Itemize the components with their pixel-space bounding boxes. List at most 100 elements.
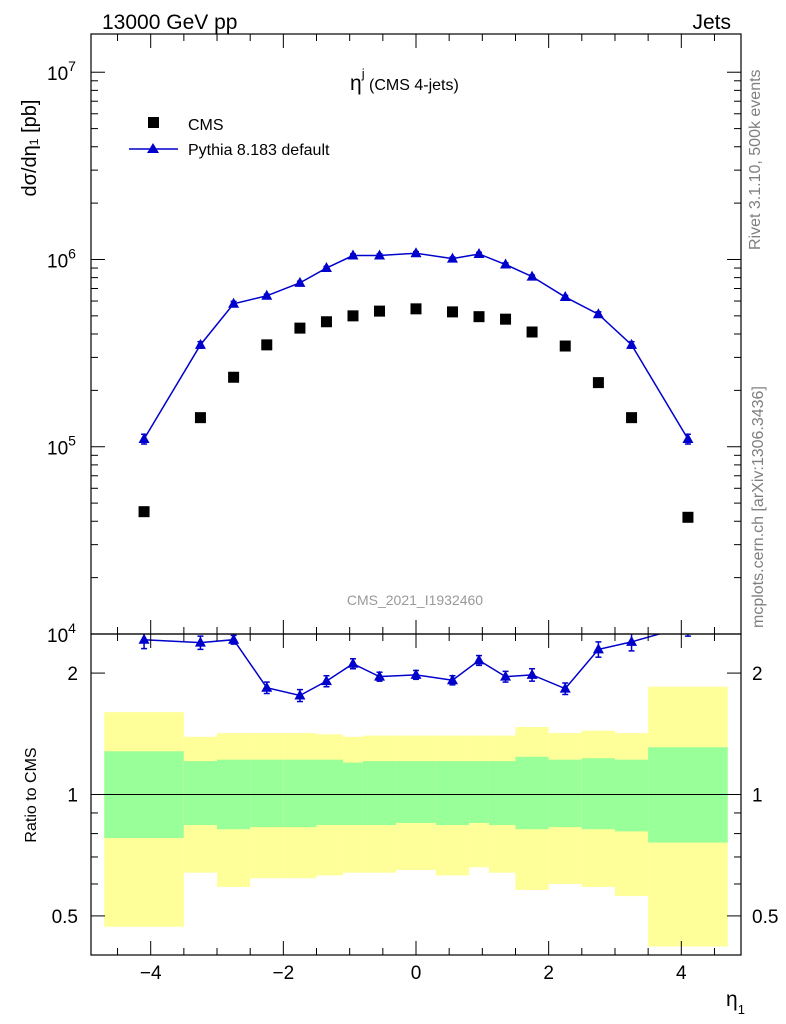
cms-point bbox=[626, 412, 638, 424]
ratio-mc-point bbox=[559, 682, 571, 693]
mc-point bbox=[194, 338, 206, 349]
mc-point bbox=[410, 247, 422, 258]
ratio-mc-point bbox=[294, 689, 306, 700]
cms-point bbox=[347, 310, 359, 322]
legend-mc-marker bbox=[147, 143, 159, 153]
analysis-watermark: CMS_2021_I1932460 bbox=[347, 592, 483, 608]
mc-point bbox=[294, 276, 306, 287]
energy-label: 13000 GeV pp bbox=[102, 11, 237, 34]
plot-title-rest: (CMS 4-jets) bbox=[365, 77, 459, 94]
mc-point bbox=[261, 289, 273, 300]
ratio-y-axis-label: Ratio to CMS bbox=[23, 747, 40, 842]
ratio-y-tick-label-right: 2 bbox=[752, 664, 763, 685]
mc-point bbox=[626, 338, 638, 349]
mc-point bbox=[138, 432, 150, 443]
x-tick-label: 4 bbox=[676, 963, 687, 984]
x-tick-label: 0 bbox=[411, 963, 422, 984]
ratio-mc-point bbox=[320, 675, 332, 686]
ratio-band-inner bbox=[396, 761, 436, 823]
ratio-mc-point bbox=[374, 670, 386, 681]
cms-point bbox=[526, 326, 538, 338]
ratio-band-inner bbox=[250, 759, 284, 828]
cms-point bbox=[446, 306, 458, 318]
cms-point bbox=[138, 506, 150, 518]
mc-point bbox=[374, 249, 386, 260]
ratio-mc-point bbox=[682, 620, 693, 630]
ratio-mc-point bbox=[473, 654, 485, 665]
ratio-band-inner bbox=[435, 761, 470, 826]
main-y-axis-label: dσ/dη₁ [pb] bbox=[19, 100, 41, 197]
mc-point bbox=[473, 247, 485, 258]
legend-cms-marker bbox=[148, 117, 159, 128]
main-y-tick-label: 106 bbox=[47, 245, 76, 272]
cms-point bbox=[261, 339, 273, 351]
ratio-mc-point bbox=[347, 657, 359, 668]
cms-point bbox=[682, 511, 694, 523]
ratio-y-tick-label-right: 1 bbox=[752, 786, 763, 807]
ratio-band-inner bbox=[343, 762, 363, 826]
ratio-mc-point bbox=[446, 674, 458, 685]
legend: CMS Pythia 8.183 default bbox=[129, 117, 330, 159]
cms-point bbox=[294, 322, 306, 334]
main-y-tick-label: 105 bbox=[47, 433, 76, 460]
mc-point bbox=[446, 252, 458, 263]
ratio-mc-point bbox=[592, 643, 604, 654]
mc-line bbox=[143, 252, 689, 440]
source-label: mcplots.cern.ch [arXiv:1306.3436] bbox=[750, 386, 767, 628]
legend-cms-label: CMS bbox=[188, 117, 224, 134]
ratio-mc-point bbox=[500, 670, 512, 681]
ratio-y-tick-label: 0.5 bbox=[52, 907, 78, 928]
x-axis-label-sub: 1 bbox=[738, 1002, 745, 1017]
cms-point bbox=[228, 371, 240, 383]
mc-point bbox=[592, 308, 604, 319]
ratio-mc-point bbox=[626, 635, 638, 646]
main-y-tick-label: 107 bbox=[47, 58, 76, 85]
ratio-band-inner bbox=[488, 761, 516, 826]
cms-point bbox=[559, 340, 571, 352]
plot-title: ηj (CMS 4-jets) bbox=[350, 66, 459, 95]
ratio-y-tick-label-right: 0.5 bbox=[752, 907, 778, 928]
rivet-info-label: Rivet 3.1.10, 500k events bbox=[747, 69, 764, 250]
mc-point bbox=[228, 297, 240, 308]
cms-point bbox=[194, 412, 206, 424]
ratio-mc-point bbox=[261, 681, 273, 692]
ratio-y-tick-label: 2 bbox=[67, 664, 78, 685]
x-tick-label: −2 bbox=[273, 963, 295, 984]
x-axis-label-main: η bbox=[726, 988, 738, 1011]
ratio-band-inner bbox=[362, 761, 397, 826]
main-panel: CMS_2021_I1932460 ηj (CMS 4-jets) CMS Py… bbox=[19, 33, 742, 647]
mc-point bbox=[682, 432, 694, 443]
ratio-band-inner bbox=[515, 756, 549, 830]
ratio-band-inner bbox=[316, 759, 344, 826]
cms-point bbox=[592, 377, 604, 389]
cms-point bbox=[500, 313, 512, 325]
plot-title-sup: j bbox=[361, 66, 365, 81]
category-label: Jets bbox=[692, 11, 731, 34]
mc-point bbox=[526, 270, 538, 281]
ratio-mc-point bbox=[526, 668, 538, 679]
ratio-mc-point bbox=[228, 634, 240, 644]
ratio-mc-point bbox=[138, 634, 150, 644]
ratio-band-inner bbox=[581, 758, 615, 830]
mc-point bbox=[347, 249, 359, 260]
ratio-y-tick-label: 1 bbox=[67, 786, 78, 807]
cms-point bbox=[473, 311, 485, 323]
plot-title-main: η bbox=[350, 72, 362, 95]
mc-point bbox=[500, 258, 512, 269]
ratio-band-inner bbox=[283, 759, 317, 828]
cms-point bbox=[410, 303, 422, 315]
ratio-mc-point bbox=[194, 636, 206, 647]
ratio-mc-point bbox=[410, 668, 422, 679]
ratio-band-inner bbox=[614, 759, 649, 832]
cms-point bbox=[374, 305, 386, 317]
cms-point bbox=[320, 316, 332, 328]
ratio-panel: 0.5 0.51 12 2−4 −2 0 2 4 Ratio to CMS η1 bbox=[23, 620, 778, 1017]
legend-mc-label: Pythia 8.183 default bbox=[188, 142, 330, 159]
x-tick-label: 2 bbox=[543, 963, 554, 984]
x-axis-label: η1 bbox=[726, 988, 745, 1017]
ratio-band-inner bbox=[183, 761, 218, 826]
x-tick-label: −4 bbox=[140, 963, 162, 984]
ratio-band-inner bbox=[469, 761, 489, 823]
ratio-band-inner bbox=[548, 759, 582, 828]
